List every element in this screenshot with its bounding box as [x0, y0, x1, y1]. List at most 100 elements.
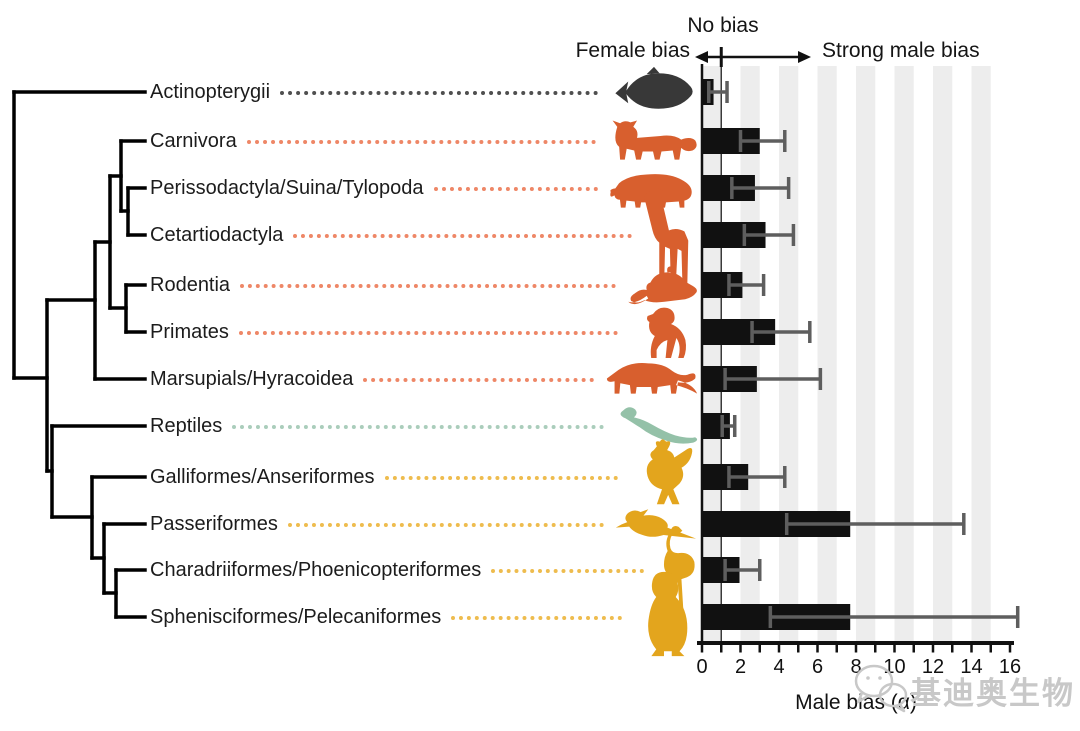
taxon-label: Sphenisciformes/Pelecaniformes	[150, 605, 442, 628]
taxon-row: Marsupials/Hyracoidea	[150, 355, 700, 403]
taxon-row: Passeriformes	[150, 500, 700, 548]
x-tick-label: 6	[812, 656, 823, 678]
x-tick-label: 12	[922, 656, 944, 678]
stripe-group	[702, 66, 991, 643]
icon-spacer	[606, 141, 700, 142]
leader-dots	[491, 569, 644, 573]
x-tick-group	[700, 643, 1012, 653]
taxon-row: Charadriiformes/Phoenicopteriformes	[150, 546, 700, 594]
x-tick-label: 0	[696, 656, 707, 678]
penguin-icon	[648, 571, 688, 657]
background-stripe	[856, 66, 876, 643]
arrowhead-right	[798, 51, 811, 63]
background-stripe	[740, 66, 760, 643]
rooster-icon	[646, 439, 693, 505]
icon-spacer	[614, 426, 700, 427]
taxon-label: Galliformes/Anseriformes	[150, 465, 375, 488]
mouse-icon	[628, 266, 697, 305]
taxon-label: Carnivora	[150, 129, 237, 152]
bias-arrow	[695, 47, 811, 67]
tapir-icon-path	[610, 174, 692, 208]
x-tick-label: 8	[850, 656, 861, 678]
arrowhead-left	[695, 51, 708, 63]
taxon-label: Actinopterygii	[150, 80, 271, 103]
background-stripe	[779, 66, 799, 643]
icon-spacer	[628, 332, 700, 333]
tapir-icon	[610, 174, 692, 208]
lizard-icon	[620, 407, 698, 444]
x-tick-label: 16	[999, 656, 1021, 678]
phylogenetic-tree	[12, 90, 147, 619]
icon-spacer	[608, 92, 700, 93]
opossum-icon-path	[606, 363, 698, 394]
giraffe-icon-path	[644, 184, 689, 286]
taxon-row: Perissodactyla/Suina/Tylopoda	[150, 164, 700, 212]
icon-spacer	[608, 188, 700, 189]
leader-dots	[287, 523, 604, 527]
taxon-row: Reptiles	[150, 402, 700, 450]
leader-dots	[246, 140, 596, 144]
leader-dots	[232, 425, 604, 429]
background-stripe	[933, 66, 953, 643]
leader-dots	[384, 476, 618, 480]
animal-icon-group	[606, 66, 698, 657]
flamingo-icon	[663, 526, 695, 610]
x-tick-label: 2	[735, 656, 746, 678]
leader-dots	[280, 91, 598, 95]
taxon-label: Rodentia	[150, 273, 231, 296]
fish-icon	[615, 66, 693, 109]
icon-spacer	[626, 285, 700, 286]
taxon-label: Primates	[150, 320, 229, 343]
taxon-row: Rodentia	[150, 261, 700, 309]
wechat-icon	[854, 664, 908, 713]
taxon-row: Cetartiodactyla	[150, 211, 700, 259]
icon-spacer	[628, 477, 700, 478]
chimpanzee-icon-path	[647, 307, 686, 358]
mouse-icon-path	[628, 266, 697, 305]
background-stripe	[817, 66, 837, 643]
icon-spacer	[642, 235, 700, 236]
lizard-icon-path	[620, 407, 698, 444]
strong-male-bias-label: Strong male bias	[822, 39, 980, 62]
leader-dots	[240, 284, 616, 288]
chimpanzee-icon	[647, 307, 686, 358]
feline-icon-path	[612, 120, 697, 160]
feline-icon	[612, 120, 697, 160]
fish-icon-path	[615, 66, 693, 109]
rooster-icon-path	[646, 439, 693, 505]
x-tick-label-group: 0 2 4 6 8 10 12 14 16	[696, 656, 1021, 678]
taxon-row: Carnivora	[150, 117, 700, 165]
icon-spacer	[604, 379, 700, 380]
taxon-label: Passeriformes	[150, 512, 278, 535]
background-stripe	[702, 66, 722, 643]
taxon-label: Charadriiformes/Phoenicopteriformes	[150, 558, 482, 581]
taxon-row: Galliformes/Anseriformes	[150, 453, 700, 501]
x-tick-label: 14	[960, 656, 982, 678]
taxon-label: Reptiles	[150, 414, 223, 437]
taxon-row: Primates	[150, 308, 700, 356]
watermark-text: 基迪奥生物	[910, 676, 1075, 711]
taxon-row: Actinopterygii	[150, 68, 700, 116]
leader-dots	[238, 331, 618, 335]
background-stripe	[894, 66, 914, 643]
leader-dots	[451, 616, 622, 620]
taxon-label: Marsupials/Hyracoidea	[150, 367, 354, 390]
x-axis-title: Male bias (α)	[795, 691, 917, 714]
opossum-icon	[606, 363, 698, 394]
bar-group	[702, 79, 851, 630]
background-stripe	[971, 66, 991, 643]
watermark: 基迪奥生物	[852, 662, 1075, 717]
taxon-label: Cetartiodactyla	[150, 223, 284, 246]
leader-dots	[293, 234, 632, 238]
leader-dots	[363, 378, 594, 382]
flamingo-icon-path	[663, 526, 695, 610]
leader-dots	[433, 187, 598, 191]
x-tick-label: 4	[773, 656, 784, 678]
errorbar-group	[706, 81, 1020, 628]
female-bias-label: Female bias	[575, 39, 690, 62]
giraffe-icon	[644, 184, 689, 286]
icon-spacer	[614, 524, 700, 525]
no-bias-label: No bias	[687, 14, 759, 37]
